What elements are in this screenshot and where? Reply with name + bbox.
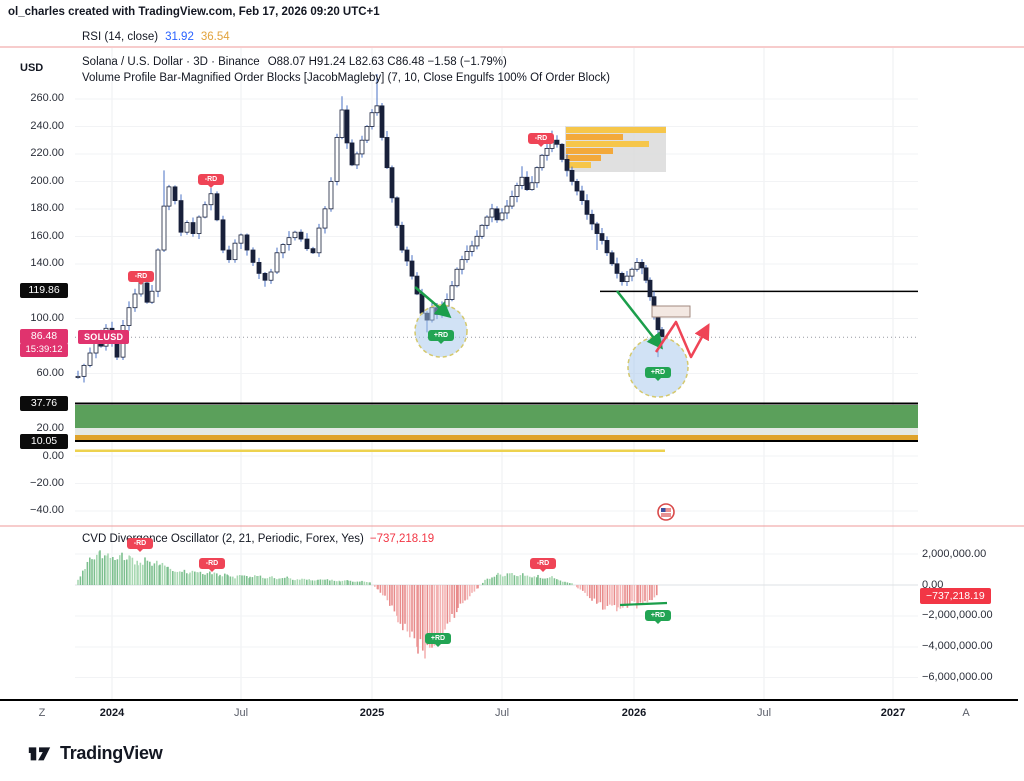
event-flag-icon (657, 503, 675, 521)
